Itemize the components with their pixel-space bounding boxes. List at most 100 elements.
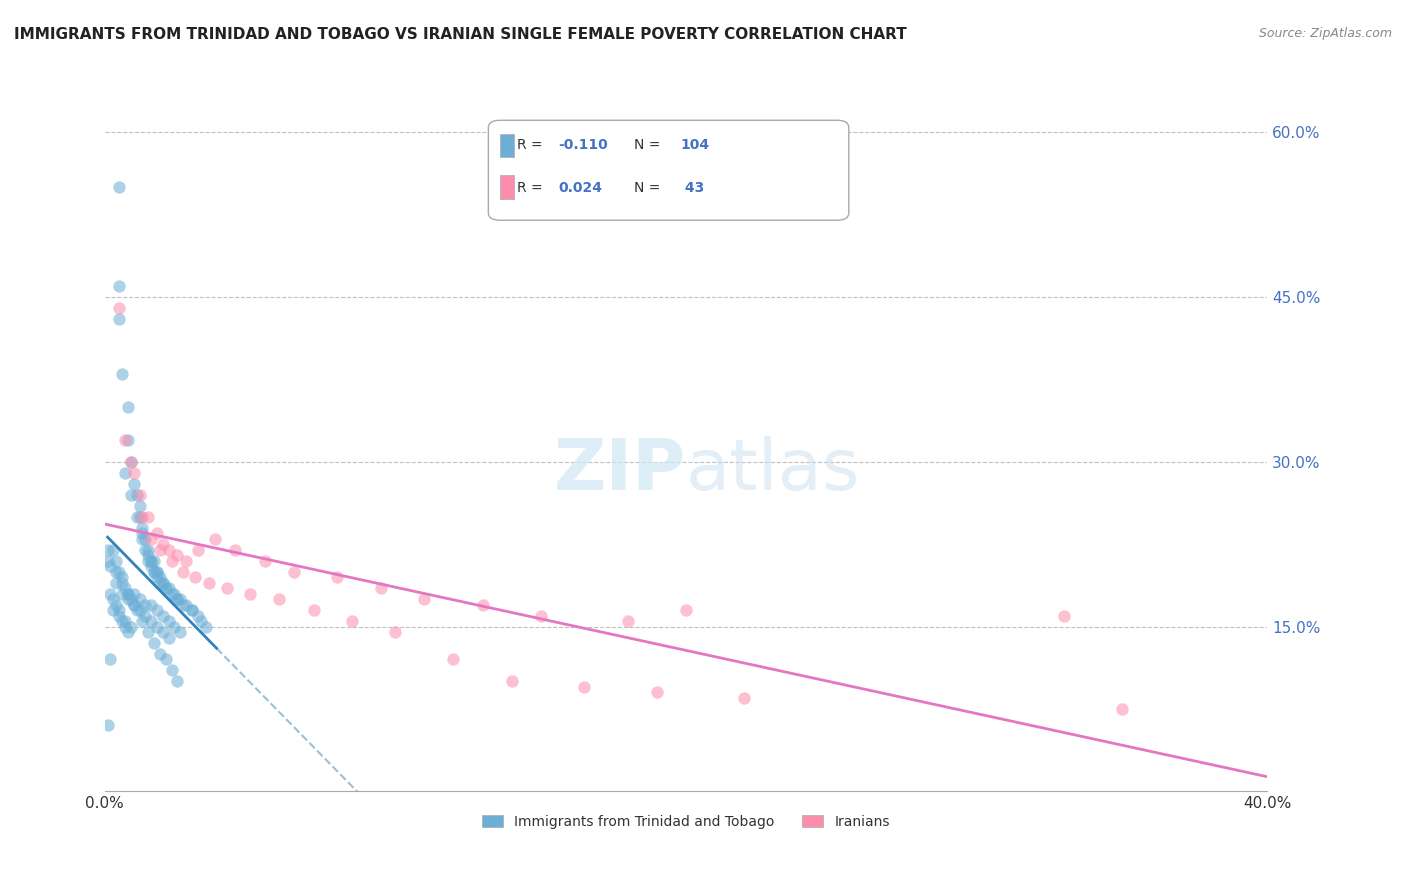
Point <box>166 592 188 607</box>
Point <box>103 603 125 617</box>
Point <box>114 581 136 595</box>
Point <box>384 625 406 640</box>
Point <box>530 608 553 623</box>
Point <box>195 619 218 633</box>
Point <box>149 570 172 584</box>
Point <box>122 466 145 480</box>
Point <box>141 559 163 574</box>
Point <box>160 554 183 568</box>
Point <box>136 554 159 568</box>
Point <box>413 592 436 607</box>
Point <box>215 581 238 595</box>
Point <box>155 581 177 595</box>
Point <box>131 532 153 546</box>
FancyBboxPatch shape <box>488 120 849 220</box>
Point <box>267 592 290 607</box>
Point <box>152 608 174 623</box>
Legend: Immigrants from Trinidad and Tobago, Iranians: Immigrants from Trinidad and Tobago, Ira… <box>477 809 896 834</box>
Point <box>141 532 163 546</box>
Point <box>152 537 174 551</box>
Text: N =: N = <box>634 181 665 195</box>
Point <box>224 542 246 557</box>
Point <box>163 619 186 633</box>
Point <box>155 581 177 595</box>
Point <box>134 598 156 612</box>
Point <box>190 614 212 628</box>
Point <box>184 570 207 584</box>
Text: -0.110: -0.110 <box>558 138 607 153</box>
FancyBboxPatch shape <box>501 134 515 157</box>
Point <box>326 570 349 584</box>
Point <box>136 625 159 640</box>
Point <box>239 586 262 600</box>
Point <box>131 521 153 535</box>
Point <box>155 652 177 666</box>
Point <box>114 466 136 480</box>
Point <box>166 674 188 689</box>
Text: IMMIGRANTS FROM TRINIDAD AND TOBAGO VS IRANIAN SINGLE FEMALE POVERTY CORRELATION: IMMIGRANTS FROM TRINIDAD AND TOBAGO VS I… <box>14 27 907 42</box>
Point <box>105 554 128 568</box>
Point <box>108 301 131 315</box>
Point <box>117 625 139 640</box>
Point <box>111 570 134 584</box>
Point <box>283 565 305 579</box>
Point <box>103 542 125 557</box>
Point <box>302 603 325 617</box>
Point <box>122 598 145 612</box>
Point <box>160 664 183 678</box>
Point <box>174 598 197 612</box>
Point <box>187 608 209 623</box>
Point <box>97 554 120 568</box>
Point <box>105 575 128 590</box>
Point <box>180 603 202 617</box>
Point <box>128 509 150 524</box>
Text: 0.024: 0.024 <box>558 181 602 195</box>
Text: R =: R = <box>517 181 547 195</box>
Point <box>117 586 139 600</box>
Point <box>120 592 142 607</box>
Point <box>108 312 131 326</box>
Point <box>108 279 131 293</box>
Point <box>111 586 134 600</box>
Point <box>114 614 136 628</box>
Point <box>370 581 392 595</box>
Point <box>128 488 150 502</box>
Point <box>100 586 122 600</box>
Point <box>128 499 150 513</box>
Point <box>122 476 145 491</box>
Point <box>117 592 139 607</box>
Point <box>143 565 166 579</box>
Point <box>125 488 148 502</box>
Point <box>136 542 159 557</box>
Point <box>157 581 180 595</box>
Point <box>143 636 166 650</box>
Point <box>146 526 169 541</box>
Point <box>187 542 209 557</box>
Point <box>108 608 131 623</box>
Point <box>1111 702 1133 716</box>
Point <box>120 455 142 469</box>
Point <box>117 400 139 414</box>
Point <box>111 575 134 590</box>
Point <box>134 608 156 623</box>
Point <box>146 619 169 633</box>
Point <box>166 548 188 562</box>
Point <box>97 542 120 557</box>
Point <box>134 542 156 557</box>
Point <box>166 592 188 607</box>
Point <box>136 509 159 524</box>
Text: R =: R = <box>517 138 547 153</box>
Point <box>675 603 697 617</box>
Point <box>103 592 125 607</box>
Point <box>1053 608 1076 623</box>
Point <box>169 592 191 607</box>
Point <box>108 603 131 617</box>
Point <box>100 652 122 666</box>
Point <box>122 598 145 612</box>
Point <box>131 526 153 541</box>
Point <box>157 614 180 628</box>
Point <box>108 180 131 194</box>
Point <box>149 542 172 557</box>
Point <box>105 598 128 612</box>
Point <box>141 554 163 568</box>
